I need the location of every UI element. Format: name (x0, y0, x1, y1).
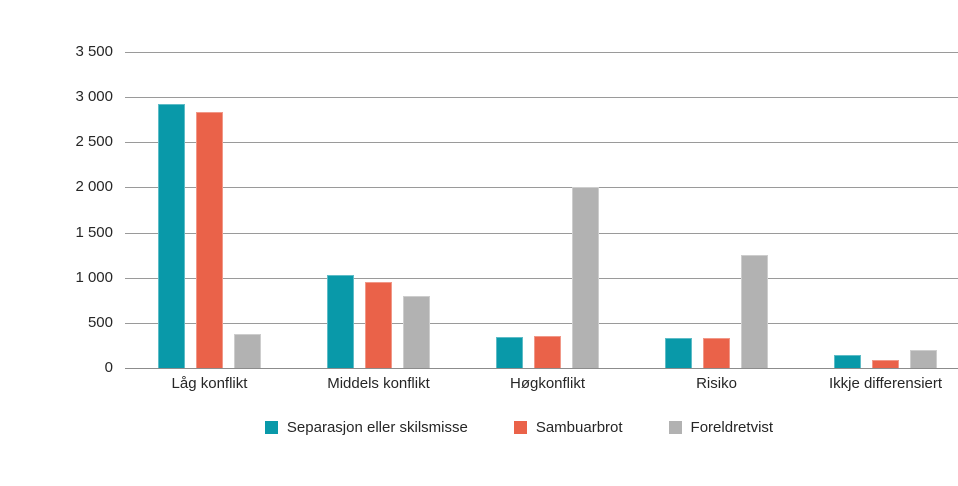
gridline (125, 322, 958, 324)
bar-series-2 (196, 111, 223, 368)
gridline (125, 187, 958, 189)
bar-series-3 (910, 349, 937, 368)
legend-swatch-icon (513, 421, 527, 434)
y-tick-label: 3 500 (75, 43, 113, 60)
legend-label: Foreldretvist (690, 419, 774, 436)
legend-item: Separasjon eller skilsmisse (264, 419, 468, 436)
x-category-label: Middels konflikt (327, 375, 430, 392)
bar-series-1 (327, 275, 354, 368)
bar-series-2 (703, 338, 730, 368)
bar-series-1 (665, 338, 692, 368)
bar-group (801, 52, 958, 368)
x-axis-labels: Låg konflikt Middels konflikt Høgkonflikt R… (125, 375, 958, 392)
x-category-label: Ikkje differensiert (828, 375, 943, 392)
plot-area (125, 52, 958, 369)
y-tick-label: 3 000 (75, 88, 113, 106)
y-tick-label: 0 (104, 359, 113, 376)
legend-label: Separasjon eller skilsmisse (286, 419, 468, 436)
bar-series-2 (534, 336, 561, 368)
gridline (125, 277, 958, 279)
gridline (125, 97, 958, 99)
bar-group (463, 52, 632, 368)
bar-group (632, 52, 801, 368)
x-category-label: Låg konflikt (171, 375, 248, 392)
gridline (125, 142, 958, 144)
bar-chart: 0 500 1 000 1 500 2 000 2 500 3 000 3 500 Låg k… (40, 16, 958, 470)
gridline (125, 232, 958, 234)
bar-series-2 (872, 359, 899, 368)
legend: Separasjon eller skilsmisse Sambuarbrot Fo… (40, 419, 958, 436)
legend-swatch-icon (264, 421, 278, 434)
bar-group (294, 52, 463, 368)
legend-item: Foreldretvist (668, 419, 774, 436)
x-category-label: Høgkonflikt (509, 375, 586, 392)
y-tick-label: 500 (87, 313, 113, 331)
bar-series-1 (834, 355, 861, 368)
bar-series-3 (572, 187, 599, 368)
bar-series-3 (234, 333, 261, 368)
bar-group (125, 52, 294, 368)
bar-groups (125, 52, 958, 368)
bar-series-1 (496, 337, 523, 368)
y-tick-label: 1 500 (75, 223, 113, 241)
bar-series-1 (158, 104, 185, 368)
gridline (125, 52, 958, 53)
legend-item: Sambuarbrot (513, 419, 623, 436)
y-tick-label: 1 000 (75, 268, 113, 286)
x-category-label: Risiko (696, 375, 737, 392)
y-tick-label: 2 000 (75, 178, 113, 196)
legend-label: Sambuarbrot (535, 419, 623, 436)
bar-series-2 (365, 282, 392, 368)
y-tick-label: 2 500 (75, 133, 113, 151)
x-axis-line (125, 368, 958, 369)
bar-series-3 (403, 295, 430, 368)
bar-series-3 (741, 255, 768, 368)
legend-swatch-icon (668, 421, 682, 434)
